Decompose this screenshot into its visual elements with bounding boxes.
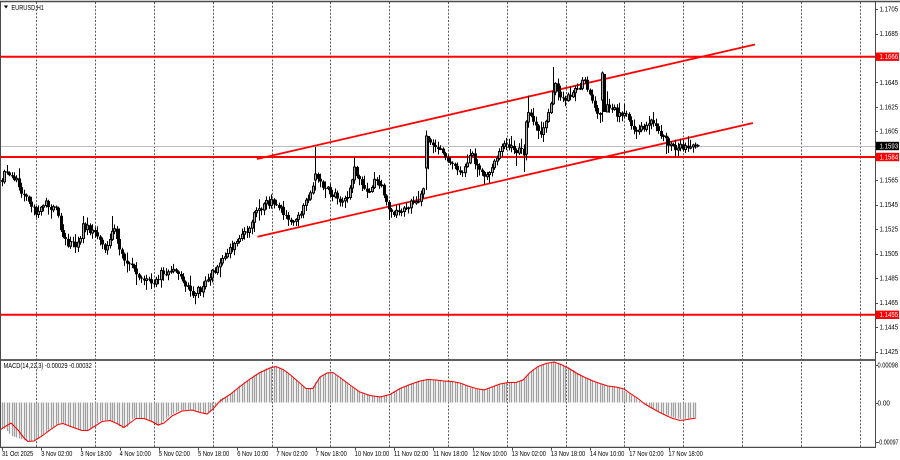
svg-text:7 Nov 18:00: 7 Nov 18:00 bbox=[316, 451, 347, 458]
svg-text:1.1425: 1.1425 bbox=[880, 349, 899, 356]
svg-text:5 Nov 02:00: 5 Nov 02:00 bbox=[159, 451, 190, 458]
svg-text:5 Nov 18:00: 5 Nov 18:00 bbox=[198, 451, 229, 458]
svg-text:3 Nov 02:00: 3 Nov 02:00 bbox=[41, 451, 72, 458]
svg-text:14 Nov 10:00: 14 Nov 10:00 bbox=[590, 451, 625, 458]
svg-text:0.00: 0.00 bbox=[878, 401, 891, 408]
svg-text:12 Nov 10:00: 12 Nov 10:00 bbox=[472, 451, 507, 458]
svg-text:MACD(14,22,3) -0.00029 -0.0003: MACD(14,22,3) -0.00029 -0.00032 bbox=[4, 363, 92, 370]
svg-text:1.1465: 1.1465 bbox=[880, 300, 899, 307]
svg-text:4 Nov 10:00: 4 Nov 10:00 bbox=[120, 451, 151, 458]
svg-text:31 Oct 2025: 31 Oct 2025 bbox=[2, 451, 33, 458]
svg-text:17 Nov 18:00: 17 Nov 18:00 bbox=[668, 451, 703, 458]
svg-text:13 Nov 02:00: 13 Nov 02:00 bbox=[512, 451, 547, 458]
svg-text:1.1605: 1.1605 bbox=[880, 129, 899, 136]
svg-text:13 Nov 18:00: 13 Nov 18:00 bbox=[551, 451, 586, 458]
svg-text:17 Nov 02:00: 17 Nov 02:00 bbox=[629, 451, 664, 458]
svg-text:3 Nov 18:00: 3 Nov 18:00 bbox=[80, 451, 111, 458]
svg-text:10 Nov 10:00: 10 Nov 10:00 bbox=[355, 451, 390, 458]
svg-text:EURUSD,H1: EURUSD,H1 bbox=[11, 3, 44, 12]
svg-text:11 Nov 18:00: 11 Nov 18:00 bbox=[433, 451, 468, 458]
svg-text:1.1505: 1.1505 bbox=[880, 251, 899, 258]
svg-text:1.1666: 1.1666 bbox=[880, 54, 899, 61]
svg-text:1.1685: 1.1685 bbox=[880, 31, 899, 38]
svg-text:1.1485: 1.1485 bbox=[880, 276, 899, 283]
svg-text:1.1625: 1.1625 bbox=[880, 104, 899, 111]
svg-text:7 Nov 02:00: 7 Nov 02:00 bbox=[276, 451, 307, 458]
svg-text:1.1645: 1.1645 bbox=[880, 80, 899, 87]
svg-text:1.1545: 1.1545 bbox=[880, 202, 899, 209]
svg-text:1.1455: 1.1455 bbox=[880, 312, 899, 319]
svg-text:6 Nov 10:00: 6 Nov 10:00 bbox=[237, 451, 268, 458]
svg-text:0.00098: 0.00098 bbox=[878, 363, 899, 370]
svg-text:1.1593: 1.1593 bbox=[880, 143, 899, 150]
svg-text:11 Nov 02:00: 11 Nov 02:00 bbox=[394, 451, 429, 458]
svg-text:-0.00097: -0.00097 bbox=[878, 439, 899, 446]
svg-text:1.1584: 1.1584 bbox=[880, 154, 899, 161]
svg-text:1.1565: 1.1565 bbox=[880, 178, 899, 185]
svg-text:1.1525: 1.1525 bbox=[880, 227, 899, 234]
svg-text:1.1445: 1.1445 bbox=[880, 325, 899, 332]
svg-text:1.1705: 1.1705 bbox=[880, 6, 899, 13]
